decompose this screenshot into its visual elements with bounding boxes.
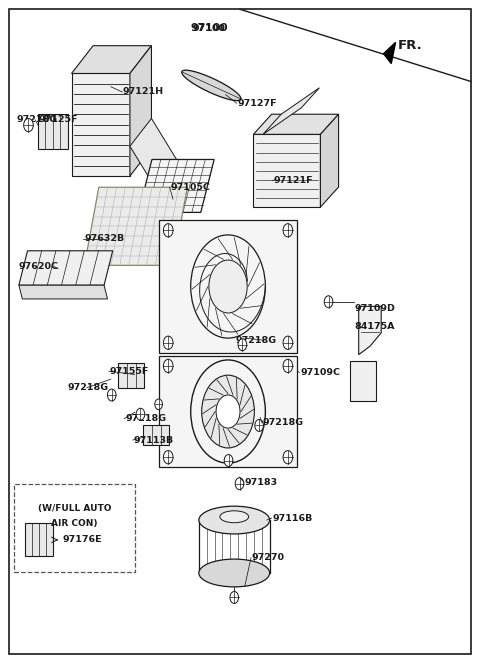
Polygon shape [130,46,152,176]
Polygon shape [72,46,152,74]
Polygon shape [118,363,144,388]
Circle shape [283,451,293,464]
Text: 97109D: 97109D [355,304,396,313]
Text: 97218G: 97218G [263,418,304,427]
Text: 97176E: 97176E [63,536,103,544]
Text: 97218G: 97218G [68,383,109,392]
Polygon shape [359,306,381,355]
Text: 97105C: 97105C [170,183,210,192]
Circle shape [136,408,145,420]
Polygon shape [19,285,108,299]
Text: 97127F: 97127F [238,99,277,108]
Circle shape [163,336,173,349]
Polygon shape [263,88,320,135]
Text: 97121F: 97121F [274,176,313,185]
Text: 97113B: 97113B [134,436,174,444]
Circle shape [255,420,264,432]
Polygon shape [144,426,169,446]
Text: 97632B: 97632B [84,235,125,243]
Circle shape [108,389,116,401]
Polygon shape [24,523,53,556]
Text: FR.: FR. [398,39,423,52]
Circle shape [230,591,239,603]
Text: (W/FULL AUTO: (W/FULL AUTO [37,504,111,512]
Text: AIR CON): AIR CON) [51,519,97,528]
Polygon shape [253,135,321,207]
Text: 97218G: 97218G [235,335,276,345]
Polygon shape [384,42,396,64]
Polygon shape [158,220,298,353]
Text: 97100: 97100 [190,23,228,34]
Ellipse shape [199,559,270,587]
Polygon shape [130,119,178,189]
Text: 97155F: 97155F [110,367,149,376]
Polygon shape [139,160,214,212]
Ellipse shape [220,511,249,522]
Circle shape [163,451,173,464]
Polygon shape [350,361,376,401]
Text: 97116B: 97116B [273,514,313,522]
Circle shape [216,395,240,428]
Text: 97125F: 97125F [39,115,79,124]
Text: 97218G: 97218G [125,414,166,424]
Circle shape [283,336,293,349]
Polygon shape [321,114,338,207]
Circle shape [324,296,333,308]
Circle shape [202,375,254,448]
Polygon shape [84,187,187,265]
Circle shape [283,359,293,373]
Polygon shape [158,356,298,467]
Text: 97109C: 97109C [300,368,340,377]
Circle shape [283,223,293,237]
Circle shape [209,260,247,313]
Circle shape [238,339,247,351]
Text: 97218G: 97218G [16,115,57,124]
Circle shape [163,359,173,373]
Text: 84175A: 84175A [355,322,396,332]
Polygon shape [182,70,241,101]
Ellipse shape [199,506,270,534]
Polygon shape [19,251,113,285]
Circle shape [224,455,233,467]
Polygon shape [38,115,68,149]
Polygon shape [253,114,338,135]
Text: 97100: 97100 [192,24,225,33]
Circle shape [24,119,33,132]
Polygon shape [72,74,130,176]
Circle shape [155,399,162,410]
Text: 97183: 97183 [245,478,278,487]
Circle shape [235,478,244,489]
Circle shape [163,223,173,237]
Text: 97620C: 97620C [19,262,59,271]
Text: 97270: 97270 [252,553,285,562]
Text: 97121H: 97121H [123,88,164,97]
